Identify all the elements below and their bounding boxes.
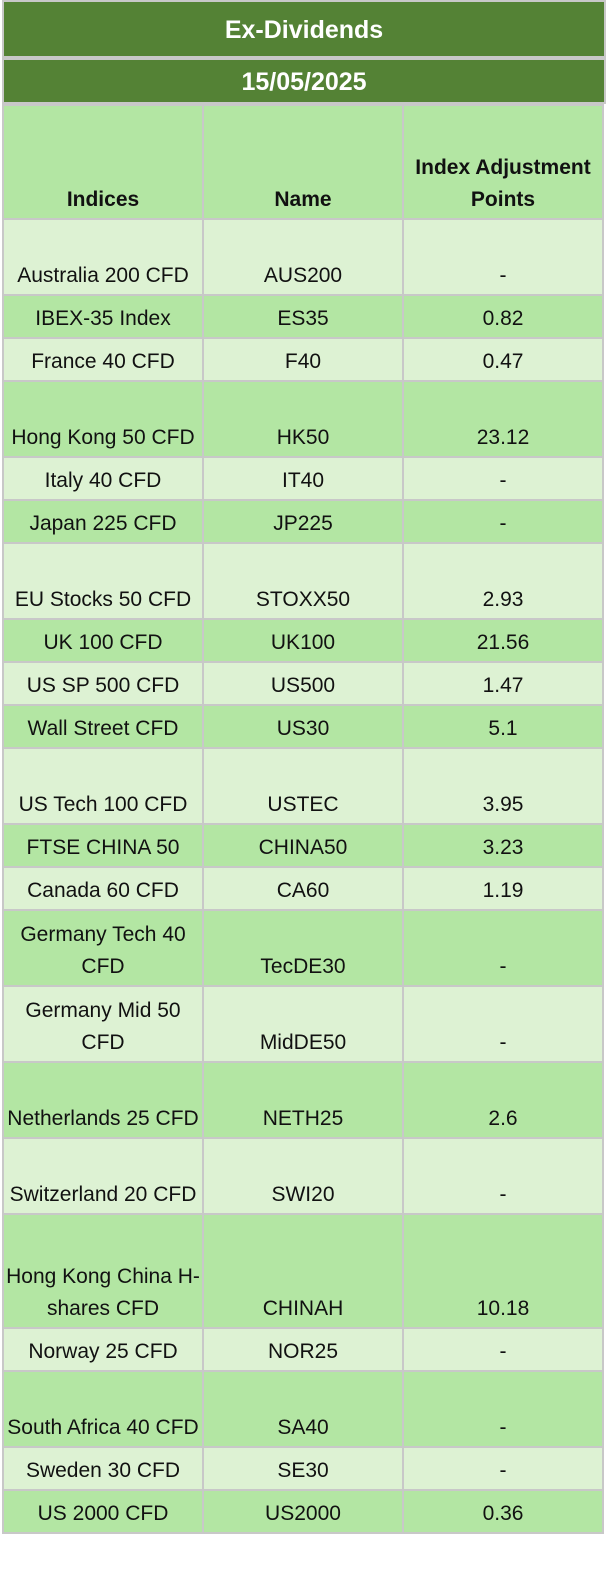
cell-index: Japan 225 CFD [2,499,204,544]
table-row: Wall Street CFD US30 5.1 [2,704,604,749]
cell-points: 0.36 [402,1489,604,1534]
cell-name: US2000 [202,1489,404,1534]
cell-points: 2.93 [402,542,604,620]
cell-name: USTEC [202,747,404,825]
cell-points: - [402,1446,604,1491]
cell-name: AUS200 [202,218,404,296]
cell-points: 3.23 [402,823,604,868]
cell-points: - [402,985,604,1063]
cell-points: 23.12 [402,380,604,458]
cell-name: SWI20 [202,1137,404,1215]
table-row: Hong Kong China H-shares CFD CHINAH 10.18 [2,1213,604,1329]
cell-index: EU Stocks 50 CFD [2,542,204,620]
cell-index: Australia 200 CFD [2,218,204,296]
cell-points: - [402,1137,604,1215]
cell-points: - [402,1327,604,1372]
cell-name: CHINA50 [202,823,404,868]
table-row: Netherlands 25 CFD NETH25 2.6 [2,1061,604,1139]
table-row: US SP 500 CFD US500 1.47 [2,661,604,706]
cell-name: CA60 [202,866,404,911]
cell-index: Wall Street CFD [2,704,204,749]
cell-index: US Tech 100 CFD [2,747,204,825]
table-row: UK 100 CFD UK100 21.56 [2,618,604,663]
cell-name: TecDE30 [202,909,404,987]
cell-index: France 40 CFD [2,337,204,382]
cell-points: 1.19 [402,866,604,911]
table-row: Australia 200 CFD AUS200- [2,218,604,296]
cell-points: - [402,1370,604,1448]
header-row: Indices Name Index Adjustment Points [2,104,604,220]
cell-name: ES35 [202,294,404,339]
ex-dividends-table: Indices Name Index Adjustment Points Aus… [2,104,604,1534]
cell-points: - [402,456,604,501]
table-row: Italy 40 CFD IT40- [2,456,604,501]
table-row: FTSE CHINA 50 CHINA50 3.23 [2,823,604,868]
cell-index: Canada 60 CFD [2,866,204,911]
table-row: Switzerland 20 CFD SWI20- [2,1137,604,1215]
cell-points: 0.47 [402,337,604,382]
header-points: Index Adjustment Points [402,104,604,220]
table-row: Germany Mid 50 CFD MidDE50- [2,985,604,1063]
cell-index: IBEX-35 Index [2,294,204,339]
table-row: US Tech 100 CFD USTEC 3.95 [2,747,604,825]
cell-index: Netherlands 25 CFD [2,1061,204,1139]
cell-name: SE30 [202,1446,404,1491]
table-row: France 40 CFD F40 0.47 [2,337,604,382]
cell-index: FTSE CHINA 50 [2,823,204,868]
cell-name: SA40 [202,1370,404,1448]
cell-index: UK 100 CFD [2,618,204,663]
cell-name: NOR25 [202,1327,404,1372]
cell-points: 5.1 [402,704,604,749]
ex-dividends-sheet: Ex-Dividends 15/05/2025 Indices Name Ind… [2,0,606,1534]
cell-points: 2.6 [402,1061,604,1139]
cell-index: Hong Kong China H-shares CFD [2,1213,204,1329]
cell-name: F40 [202,337,404,382]
cell-index: Germany Tech 40 CFD [2,909,204,987]
cell-index: US SP 500 CFD [2,661,204,706]
cell-name: JP225 [202,499,404,544]
cell-index: Norway 25 CFD [2,1327,204,1372]
cell-points: 0.82 [402,294,604,339]
table-row: US 2000 CFD US2000 0.36 [2,1489,604,1534]
table-row: Germany Tech 40 CFD TecDE30- [2,909,604,987]
cell-index: South Africa 40 CFD [2,1370,204,1448]
cell-index: US 2000 CFD [2,1489,204,1534]
cell-name: CHINAH [202,1213,404,1329]
table-row: Norway 25 CFD NOR25- [2,1327,604,1372]
table-row: EU Stocks 50 CFD STOXX50 2.93 [2,542,604,620]
cell-name: US500 [202,661,404,706]
cell-points: 21.56 [402,618,604,663]
sheet-date: 15/05/2025 [2,58,606,104]
header-name: Name [202,104,404,220]
cell-index: Switzerland 20 CFD [2,1137,204,1215]
cell-name: STOXX50 [202,542,404,620]
cell-name: NETH25 [202,1061,404,1139]
table-row: Hong Kong 50 CFD HK50 23.12 [2,380,604,458]
table-row: Canada 60 CFD CA60 1.19 [2,866,604,911]
cell-points: 1.47 [402,661,604,706]
cell-points: 3.95 [402,747,604,825]
table-row: South Africa 40 CFD SA40- [2,1370,604,1448]
cell-name: MidDE50 [202,985,404,1063]
cell-name: UK100 [202,618,404,663]
sheet-title: Ex-Dividends [2,0,606,58]
table-row: Sweden 30 CFD SE30- [2,1446,604,1491]
cell-name: IT40 [202,456,404,501]
cell-points: - [402,909,604,987]
cell-index: Italy 40 CFD [2,456,204,501]
cell-points: - [402,499,604,544]
cell-points: 10.18 [402,1213,604,1329]
cell-points: - [402,218,604,296]
table-row: Japan 225 CFD JP225- [2,499,604,544]
header-indices: Indices [2,104,204,220]
cell-index: Sweden 30 CFD [2,1446,204,1491]
cell-name: HK50 [202,380,404,458]
cell-index: Germany Mid 50 CFD [2,985,204,1063]
cell-index: Hong Kong 50 CFD [2,380,204,458]
table-row: IBEX-35 Index ES35 0.82 [2,294,604,339]
cell-name: US30 [202,704,404,749]
